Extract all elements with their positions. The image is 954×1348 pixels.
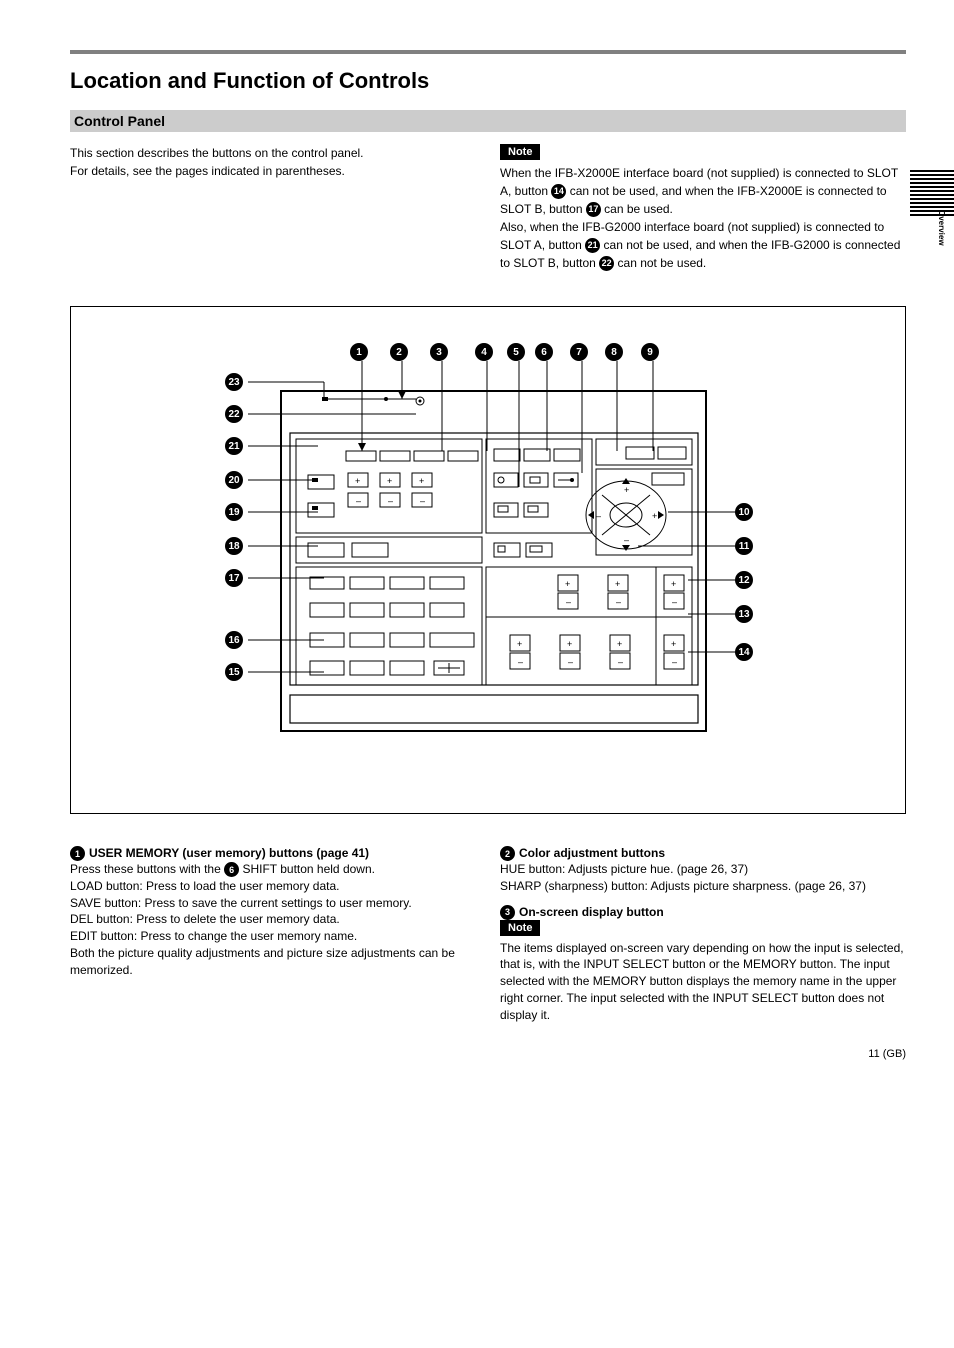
note-text-3: can be used. <box>604 202 673 216</box>
svg-text:–: – <box>566 597 571 607</box>
svg-text:–: – <box>596 511 601 521</box>
control-panel-diagram: 1 2 3 4 5 6 7 8 9 23 22 21 20 19 18 17 1… <box>95 343 881 763</box>
desc-3-title: On-screen display button <box>519 905 664 919</box>
svg-text:–: – <box>618 657 623 667</box>
svg-text:+: + <box>567 639 572 649</box>
diagram-wrap: 1 2 3 4 5 6 7 8 9 23 22 21 20 19 18 17 1… <box>70 306 906 814</box>
intro-left: This section describes the buttons on th… <box>70 144 476 272</box>
inline-ref-22: 22 <box>599 256 614 271</box>
desc-1-body-pre: Press these buttons with the <box>70 862 224 876</box>
intro-left-para: This section describes the buttons on th… <box>70 144 476 180</box>
svg-text:+: + <box>671 639 676 649</box>
svg-text:+: + <box>355 476 360 486</box>
desc-2-bullet: 2 <box>500 846 515 861</box>
svg-text:+: + <box>671 579 676 589</box>
desc-1-bullet: 1 <box>70 846 85 861</box>
tab-stripes <box>910 170 954 218</box>
side-tab: Overview <box>910 170 954 260</box>
subheading-bar: Control Panel <box>70 110 906 132</box>
svg-text:+: + <box>652 511 657 521</box>
top-rule <box>70 50 906 54</box>
svg-text:–: – <box>672 657 677 667</box>
svg-text:–: – <box>388 496 393 506</box>
svg-text:–: – <box>672 597 677 607</box>
svg-text:+: + <box>617 639 622 649</box>
desc-3: 3 On-screen display button Note The item… <box>500 905 906 1024</box>
desc-1-title: USER MEMORY (user memory) buttons (page … <box>89 846 369 860</box>
panel-svg: + – + – + – <box>95 343 881 763</box>
desc-1-body-post: SHIFT button held down. LOAD button: Pre… <box>70 862 455 977</box>
page: Overview Location and Function of Contro… <box>0 0 954 1074</box>
desc-2-title: Color adjustment buttons <box>519 846 665 860</box>
svg-text:–: – <box>420 496 425 506</box>
desc-1: 1 USER MEMORY (user memory) buttons (pag… <box>70 846 476 979</box>
svg-text:+: + <box>419 476 424 486</box>
svg-text:–: – <box>616 597 621 607</box>
desc-2: 2 Color adjustment buttons HUE button: A… <box>500 846 906 895</box>
desc-col-left: 1 USER MEMORY (user memory) buttons (pag… <box>70 846 476 1034</box>
inline-ref-14: 14 <box>551 184 566 199</box>
page-title: Location and Function of Controls <box>70 68 906 94</box>
desc-1-head: 1 USER MEMORY (user memory) buttons (pag… <box>70 846 476 861</box>
desc-3-bullet: 3 <box>500 905 515 920</box>
note-text-6: can not be used. <box>618 256 707 270</box>
desc-col-right: 2 Color adjustment buttons HUE button: A… <box>500 846 906 1034</box>
svg-text:–: – <box>624 535 629 545</box>
intro-right: Note When the IFB-X2000E interface board… <box>500 144 906 272</box>
desc-2-head: 2 Color adjustment buttons <box>500 846 906 861</box>
svg-text:–: – <box>356 496 361 506</box>
inline-ref-17: 17 <box>586 202 601 217</box>
svg-text:–: – <box>518 657 523 667</box>
desc-3-body: The items displayed on-screen vary depen… <box>500 940 906 1024</box>
note-label: Note <box>500 144 540 160</box>
desc-3-note-label: Note <box>500 920 540 936</box>
desc-1-inline-6: 6 <box>224 862 239 877</box>
page-number: 11 (GB) <box>868 1048 906 1060</box>
svg-text:+: + <box>565 579 570 589</box>
svg-text:–: – <box>568 657 573 667</box>
svg-text:+: + <box>387 476 392 486</box>
note-body: When the IFB-X2000E interface board (not… <box>500 164 906 272</box>
desc-1-body: Press these buttons with the 6 SHIFT but… <box>70 861 476 979</box>
side-tab-label: Overview <box>937 210 946 246</box>
description-columns: 1 USER MEMORY (user memory) buttons (pag… <box>70 846 906 1034</box>
desc-3-head: 3 On-screen display button <box>500 905 906 920</box>
svg-text:+: + <box>517 639 522 649</box>
svg-text:+: + <box>624 485 629 495</box>
intro-columns: This section describes the buttons on th… <box>70 144 906 272</box>
svg-text:+: + <box>615 579 620 589</box>
inline-ref-21: 21 <box>585 238 600 253</box>
desc-2-body: HUE button: Adjusts picture hue. (page 2… <box>500 861 906 895</box>
